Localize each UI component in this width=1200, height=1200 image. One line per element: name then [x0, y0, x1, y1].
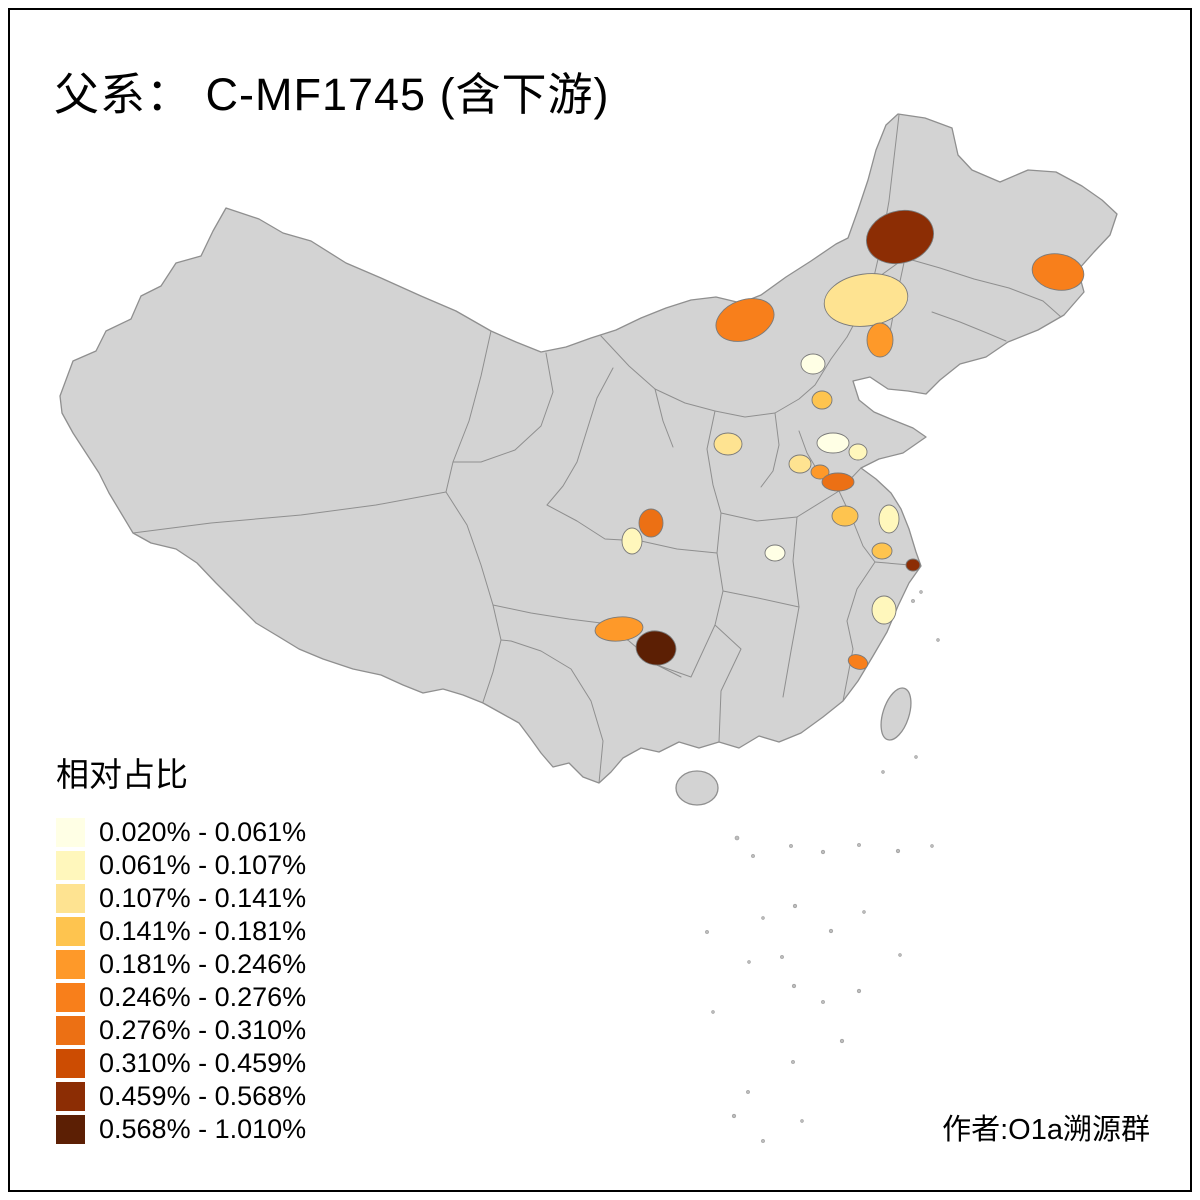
- legend-label: 0.061% - 0.107%: [99, 850, 307, 880]
- map-region: [764, 544, 786, 562]
- legend-item: 0.459% - 0.568%: [56, 1080, 306, 1113]
- map-region: [823, 273, 909, 327]
- legend-label: 0.459% - 0.568%: [99, 1081, 307, 1111]
- map-region: [878, 504, 900, 534]
- map-region: [871, 542, 893, 560]
- legend-item: 0.061% - 0.107%: [56, 849, 306, 882]
- map-region: [788, 454, 812, 474]
- legend-swatch: [56, 818, 85, 847]
- map-region: [871, 595, 897, 625]
- legend-swatch: [56, 851, 85, 880]
- map-region: [816, 432, 850, 454]
- map-region: [905, 558, 921, 572]
- legend-title: 相对占比: [56, 756, 188, 793]
- legend-label: 0.246% - 0.276%: [99, 982, 307, 1012]
- map-region: [635, 630, 677, 666]
- legend-items: 0.020% - 0.061% 0.061% - 0.107% 0.107% - 0…: [56, 816, 306, 1146]
- legend-item: 0.141% - 0.181%: [56, 915, 306, 948]
- legend-item: 0.246% - 0.276%: [56, 981, 306, 1014]
- legend-label: 0.141% - 0.181%: [99, 916, 307, 946]
- author-credit: 作者:O1a溯源群: [942, 1114, 1150, 1146]
- map-region: [811, 390, 833, 410]
- map-region: [866, 209, 934, 265]
- map-region: [621, 527, 643, 555]
- legend-item: 0.020% - 0.061%: [56, 816, 306, 849]
- legend-swatch: [56, 1049, 85, 1078]
- legend-label: 0.181% - 0.246%: [99, 949, 307, 979]
- province-borders: [132, 114, 1062, 784]
- highlighted-regions: [594, 209, 1085, 670]
- map-region: [594, 616, 644, 642]
- legend-label: 0.107% - 0.141%: [99, 883, 307, 913]
- legend-label: 0.310% - 0.459%: [99, 1048, 307, 1078]
- legend-swatch: [56, 950, 85, 979]
- legend-item: 0.107% - 0.141%: [56, 882, 306, 915]
- mainland-outline: [59, 113, 1118, 784]
- legend-swatch: [56, 1082, 85, 1111]
- legend-label: 0.020% - 0.061%: [99, 817, 307, 847]
- legend-item: 0.568% - 1.010%: [56, 1113, 306, 1146]
- map-region: [1031, 253, 1085, 291]
- map-region: [848, 443, 868, 461]
- legend-item: 0.276% - 0.310%: [56, 1014, 306, 1047]
- legend: 相对占比 0.020% - 0.061% 0.061% - 0.107% 0.107…: [56, 748, 306, 1146]
- map-region: [831, 505, 859, 527]
- map-region: [715, 298, 775, 342]
- legend-item: 0.181% - 0.246%: [56, 948, 306, 981]
- map-region: [847, 654, 869, 670]
- map-region: [713, 432, 743, 456]
- map-region: [866, 322, 894, 358]
- legend-item: 0.310% - 0.459%: [56, 1047, 306, 1080]
- hainan-island: [675, 770, 719, 806]
- map-region: [810, 464, 830, 480]
- legend-swatch: [56, 1016, 85, 1045]
- map-region: [821, 472, 855, 492]
- figure-title: 父系： C-MF1745 (含下游): [54, 69, 610, 120]
- map-region: [638, 508, 664, 538]
- legend-label: 0.276% - 0.310%: [99, 1015, 307, 1045]
- legend-swatch: [56, 1115, 85, 1144]
- legend-label: 0.568% - 1.010%: [99, 1114, 307, 1144]
- legend-swatch: [56, 917, 85, 946]
- taiwan-island: [880, 687, 912, 741]
- legend-swatch: [56, 983, 85, 1012]
- south-china-sea-islands: [705, 590, 940, 1143]
- map-region: [800, 353, 826, 375]
- legend-swatch: [56, 884, 85, 913]
